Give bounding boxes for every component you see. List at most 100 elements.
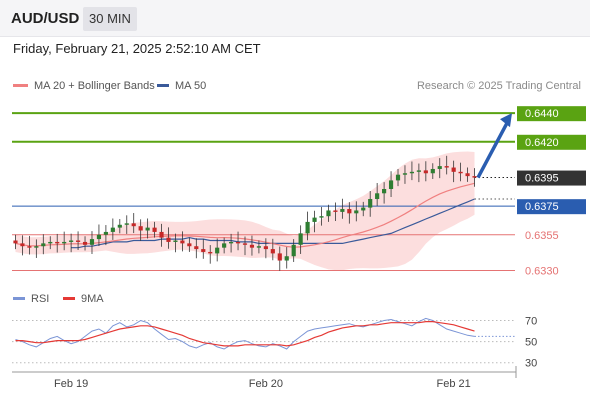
candle — [284, 247, 289, 269]
candle-body — [256, 246, 261, 248]
candle-body — [242, 243, 248, 245]
candle-body — [180, 240, 185, 244]
candle-body — [388, 180, 394, 189]
candle-body — [368, 199, 373, 208]
candle — [103, 225, 108, 246]
candle-body — [437, 166, 442, 169]
candle — [138, 219, 143, 241]
candle — [263, 238, 268, 259]
candle-body — [110, 227, 115, 232]
candle — [89, 231, 95, 254]
candle — [458, 162, 463, 182]
candle-body — [382, 189, 387, 194]
candle-body — [235, 241, 241, 244]
candle — [368, 191, 373, 217]
legend-ma20: MA 20 + Bollinger Bands — [13, 80, 155, 92]
candle — [319, 207, 324, 226]
rsi-line — [15, 317, 475, 350]
rsi-label: RSI — [31, 293, 50, 305]
candle-body — [409, 171, 415, 174]
candle-body — [458, 171, 463, 174]
level-label-0.6330: 0.6330 — [525, 266, 559, 278]
ma50-label: MA 50 — [175, 80, 207, 92]
candle — [201, 238, 206, 259]
candle — [291, 239, 296, 262]
candle — [194, 238, 199, 259]
candle — [444, 155, 449, 175]
candle-body — [117, 224, 122, 228]
candle-body — [62, 241, 67, 244]
candle-body — [201, 249, 206, 252]
candle-body — [41, 243, 46, 247]
candle — [48, 236, 53, 250]
candle-body — [222, 243, 227, 248]
candle-body — [361, 207, 366, 211]
level-tag-0.6440 — [517, 106, 586, 122]
candle-body — [96, 234, 102, 240]
candle — [41, 234, 46, 255]
x-tick-Feb-20: Feb 20 — [249, 378, 283, 390]
candle-body — [208, 251, 213, 254]
rsi-level-label-30: 30 — [525, 358, 537, 370]
forecast-arrow-shaft — [476, 120, 510, 179]
candle-body — [215, 247, 220, 254]
candle-body — [326, 210, 331, 217]
candle — [298, 225, 303, 254]
level-label-0.6420: 0.6420 — [525, 137, 559, 149]
price-labels: 0.6440 0.6420 0.6375 0.6355 0.6330 0.6395 — [517, 106, 586, 278]
candle-body — [55, 241, 60, 244]
candles — [13, 155, 477, 271]
ma20-label: MA 20 + Bollinger Bands — [34, 80, 155, 92]
candle-body — [34, 246, 39, 248]
candle — [110, 218, 115, 240]
candle — [235, 231, 241, 251]
rsi-ma-swatch — [63, 296, 75, 300]
candle — [20, 235, 25, 256]
candle-body — [263, 246, 268, 250]
candle — [395, 168, 401, 187]
candle-body — [319, 216, 324, 218]
candle — [124, 215, 129, 234]
rsi-level-label-50: 50 — [525, 337, 537, 349]
candle-body — [284, 256, 289, 261]
forecast-arrow-head — [500, 113, 512, 128]
candle — [333, 202, 338, 222]
candle-body — [347, 209, 352, 214]
candle — [270, 238, 275, 261]
x-tick-Feb-19: Feb 19 — [54, 378, 88, 390]
legend-ma50: MA 50 — [157, 80, 206, 92]
candle — [187, 237, 192, 252]
candle-body — [69, 240, 74, 242]
candle — [326, 204, 331, 222]
candle — [388, 171, 394, 198]
candle — [472, 168, 477, 187]
candle-body — [124, 223, 129, 225]
candle — [75, 231, 81, 250]
legend-rsi: RSI — [13, 293, 49, 305]
timestamp: Friday, February 21, 2025 2:52:10 AM CET — [13, 41, 261, 56]
candle-body — [305, 221, 310, 234]
candle — [62, 231, 67, 251]
candle-body — [166, 237, 171, 242]
candle — [208, 245, 213, 264]
candle-body — [138, 226, 143, 231]
candle — [166, 227, 171, 249]
candle — [131, 213, 136, 234]
rsi-level-label-70: 70 — [525, 316, 537, 328]
candle-body — [89, 239, 95, 245]
timeframe-badge[interactable]: 30 MIN — [83, 7, 137, 31]
candle — [361, 201, 366, 217]
rsi-panel: 70 50 30 — [12, 316, 537, 370]
candle-body — [173, 240, 178, 242]
candle — [430, 163, 435, 179]
candle — [277, 246, 282, 271]
candle — [27, 235, 32, 255]
candle-body — [375, 193, 380, 200]
candle-body — [430, 168, 435, 174]
forecast-arrow — [476, 113, 512, 179]
candle-body — [75, 240, 81, 242]
candle — [437, 158, 442, 179]
candle — [382, 182, 387, 204]
candle — [13, 234, 18, 250]
